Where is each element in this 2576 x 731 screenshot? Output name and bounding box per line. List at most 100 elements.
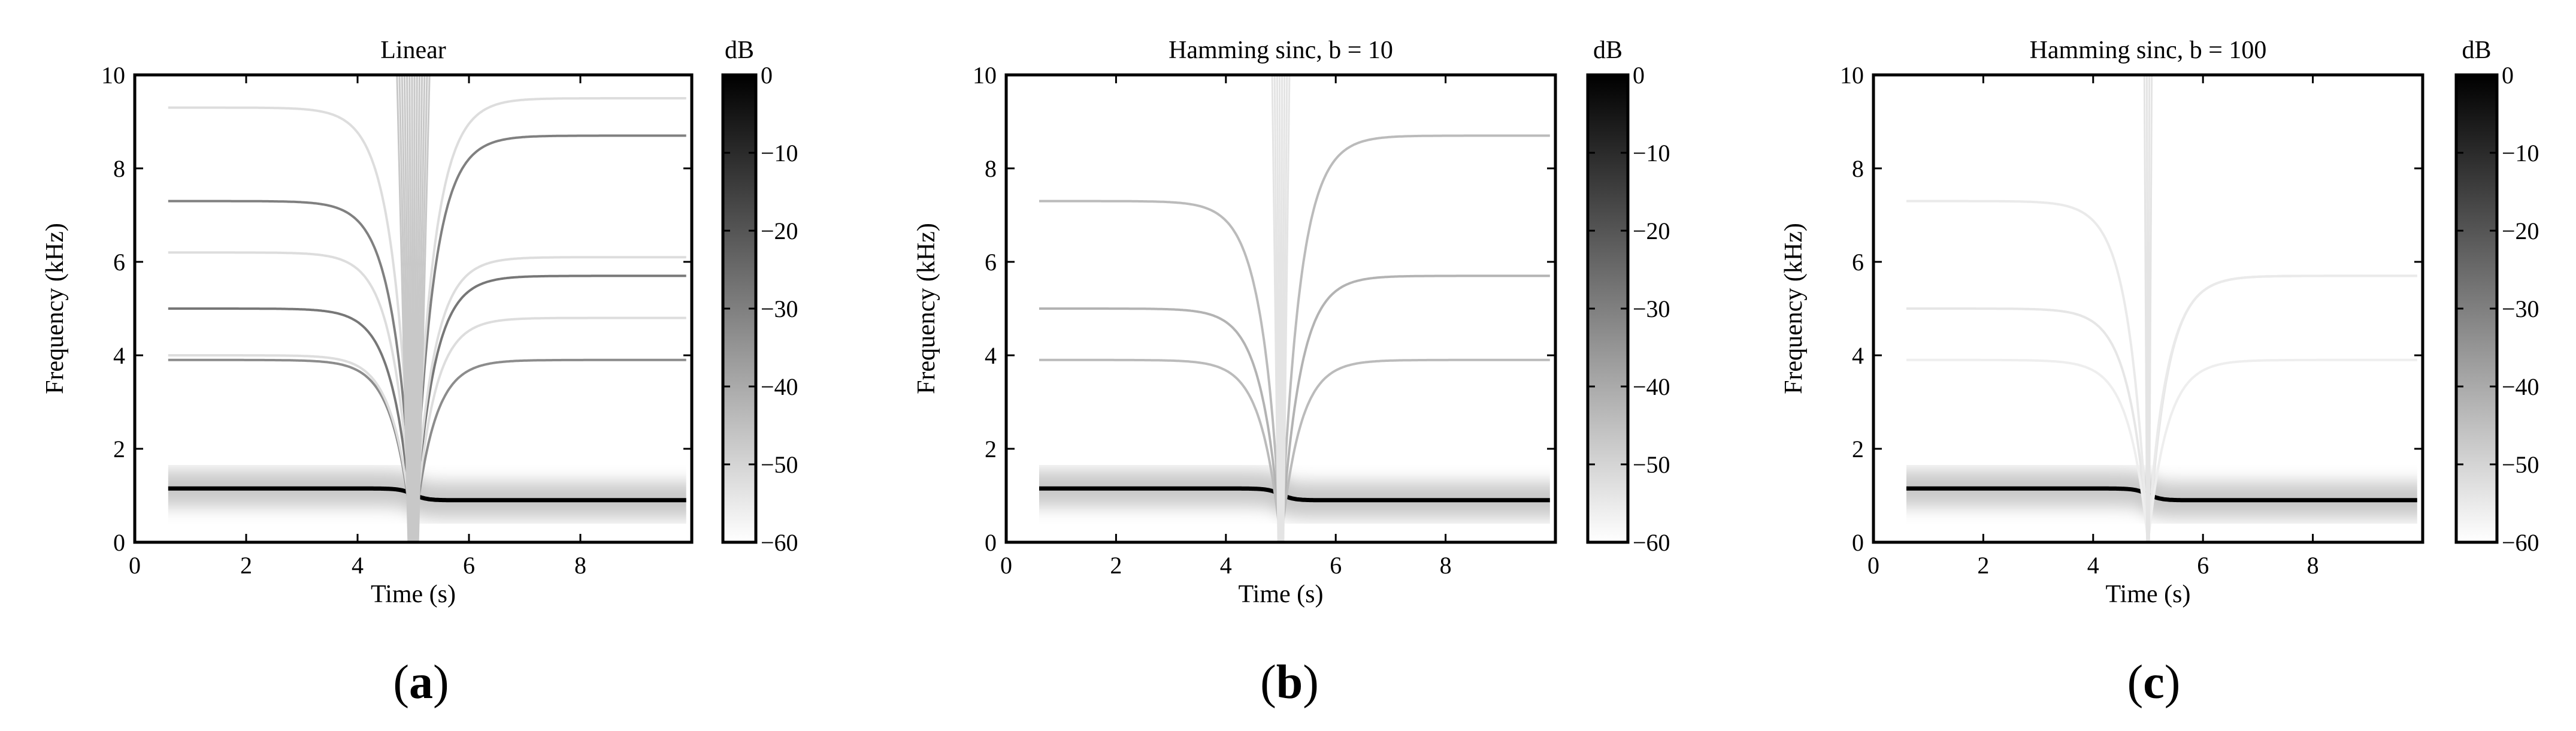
colorbar-title: dB xyxy=(2462,37,2491,64)
y-tick-label: 2 xyxy=(1852,436,1864,463)
chart-title: Linear xyxy=(380,37,446,64)
panel-label: (c) xyxy=(2127,656,2181,709)
ridge-alias-3 xyxy=(168,316,686,539)
colorbar-tick-label: −60 xyxy=(761,529,798,556)
panel-label-letter: b xyxy=(1276,656,1303,709)
x-tick-label: 8 xyxy=(574,552,586,579)
y-tick-label: 6 xyxy=(985,249,997,276)
y-axis-label: Frequency (kHz) xyxy=(1780,223,1808,394)
chart-title: Hamming sinc, b = 10 xyxy=(1169,37,1393,64)
transition-streak xyxy=(2143,75,2148,542)
colorbar-tick-label: −20 xyxy=(761,218,798,244)
y-tick-label: 8 xyxy=(985,155,997,182)
ridge-component-2 xyxy=(1039,274,1550,539)
ridge-component-3 xyxy=(168,134,686,537)
panel-label-letter: a xyxy=(409,656,433,709)
panel-b: 0 2 4 6 8 0 2 4 6 8 10 Hamming sinc, b = 10 Time (s)… xyxy=(913,37,1670,709)
y-tick-label: 6 xyxy=(113,249,125,276)
transition-streak xyxy=(417,75,431,542)
transition-streak xyxy=(408,75,413,542)
y-tick-label: 4 xyxy=(1852,342,1864,369)
colorbar-tick-label: −50 xyxy=(761,451,798,478)
plot-content xyxy=(1039,75,1550,542)
colorbar-tick-label: −20 xyxy=(2502,218,2539,244)
colorbar-tick-label: −60 xyxy=(2502,529,2539,556)
x-axis-label: Time (s) xyxy=(1239,581,1324,608)
y-tick-label: 2 xyxy=(985,436,997,463)
transition-streak xyxy=(398,75,410,542)
ridge-component-4 xyxy=(1906,358,2417,540)
transition-streak xyxy=(406,75,413,542)
colorbar-tick-label: −20 xyxy=(1633,218,1670,244)
colorbar-tick-label: −40 xyxy=(1633,373,1670,400)
colorbar-tick-label: 0 xyxy=(761,62,773,89)
ridge-fundamental xyxy=(1039,486,1550,503)
colorbar-tick-label: −50 xyxy=(2502,451,2539,478)
transition-streak xyxy=(1282,75,1291,542)
panel-label: (a) xyxy=(393,656,449,709)
transition-streak xyxy=(1280,75,1284,542)
colorbar-tick-label: −10 xyxy=(1633,140,1670,167)
y-tick-label: 4 xyxy=(113,342,125,369)
colorbar-title: dB xyxy=(1593,37,1623,64)
transition-streak xyxy=(401,75,411,542)
y-tick-label: 2 xyxy=(113,436,125,463)
transition-streak xyxy=(1282,75,1288,542)
y-axis-label: Frequency (kHz) xyxy=(41,223,69,394)
colorbar-tick-label: −30 xyxy=(1633,295,1670,322)
x-tick-label: 2 xyxy=(1110,552,1122,579)
transition-streak xyxy=(2148,75,2153,542)
colorbar-tick-label: 0 xyxy=(2502,62,2514,89)
y-tick-label: 8 xyxy=(113,155,125,182)
y-axis-label: Frequency (kHz) xyxy=(913,223,940,394)
axes-frame xyxy=(1872,73,2424,544)
transition-streak xyxy=(1278,75,1282,542)
x-tick-label: 0 xyxy=(1867,552,1879,579)
panel-label-letter: c xyxy=(2143,656,2165,709)
colorbar-tick-label: −10 xyxy=(2502,140,2539,167)
y-tick-label: 10 xyxy=(101,62,125,89)
y-tick-label: 8 xyxy=(1852,155,1864,182)
colorbar-tick-label: −30 xyxy=(761,295,798,322)
x-tick-label: 4 xyxy=(1220,552,1232,579)
y-tick-label: 10 xyxy=(973,62,997,89)
x-tick-label: 8 xyxy=(2307,552,2319,579)
transition-streak xyxy=(396,75,410,542)
x-tick-label: 6 xyxy=(463,552,475,579)
transition-streak xyxy=(414,75,420,542)
ridge-alias-2 xyxy=(168,251,686,538)
axes-frame xyxy=(133,73,694,544)
colorbar-tick-label: −10 xyxy=(761,140,798,167)
panel-c: 0 2 4 6 8 0 2 4 6 8 10 Hamming sinc, b = 100 Time (s… xyxy=(1780,37,2539,709)
transition-streak xyxy=(414,75,423,542)
ridge-component-3 xyxy=(1039,134,1550,537)
transition-streak xyxy=(1271,75,1279,542)
x-tick-label: 2 xyxy=(240,552,252,579)
ridge-component-4 xyxy=(1039,358,1550,540)
y-tick-label: 10 xyxy=(1840,62,1864,89)
chart-title: Hamming sinc, b = 100 xyxy=(2030,37,2267,64)
x-tick-label: 2 xyxy=(1977,552,1989,579)
transition-streak xyxy=(403,75,412,542)
y-tick-label: 0 xyxy=(113,529,125,556)
x-tick-label: 4 xyxy=(2087,552,2099,579)
transition-streak xyxy=(1281,75,1286,542)
colorbar-title: dB xyxy=(725,37,754,64)
ridge-fundamental xyxy=(168,486,686,503)
ridge-fundamental xyxy=(1906,486,2417,503)
transition-streak xyxy=(1273,75,1280,542)
x-tick-label: 0 xyxy=(1000,552,1012,579)
y-tick-label: 6 xyxy=(1852,249,1864,276)
x-tick-label: 6 xyxy=(2197,552,2209,579)
colorbar-tick-label: −50 xyxy=(1633,451,1670,478)
ridge-alias-1 xyxy=(168,97,686,536)
plot-content xyxy=(168,75,686,542)
colorbar-tick-label: 0 xyxy=(1633,62,1645,89)
colorbar-tick-label: −40 xyxy=(2502,373,2539,400)
transition-streak xyxy=(413,75,418,542)
transition-streak xyxy=(2147,75,2151,542)
x-tick-label: 0 xyxy=(129,552,141,579)
x-tick-label: 8 xyxy=(1440,552,1452,579)
panel-a: 0 2 4 6 8 0 2 4 6 8 10 Linear Time (s) Frequency (kHz… xyxy=(41,37,798,709)
